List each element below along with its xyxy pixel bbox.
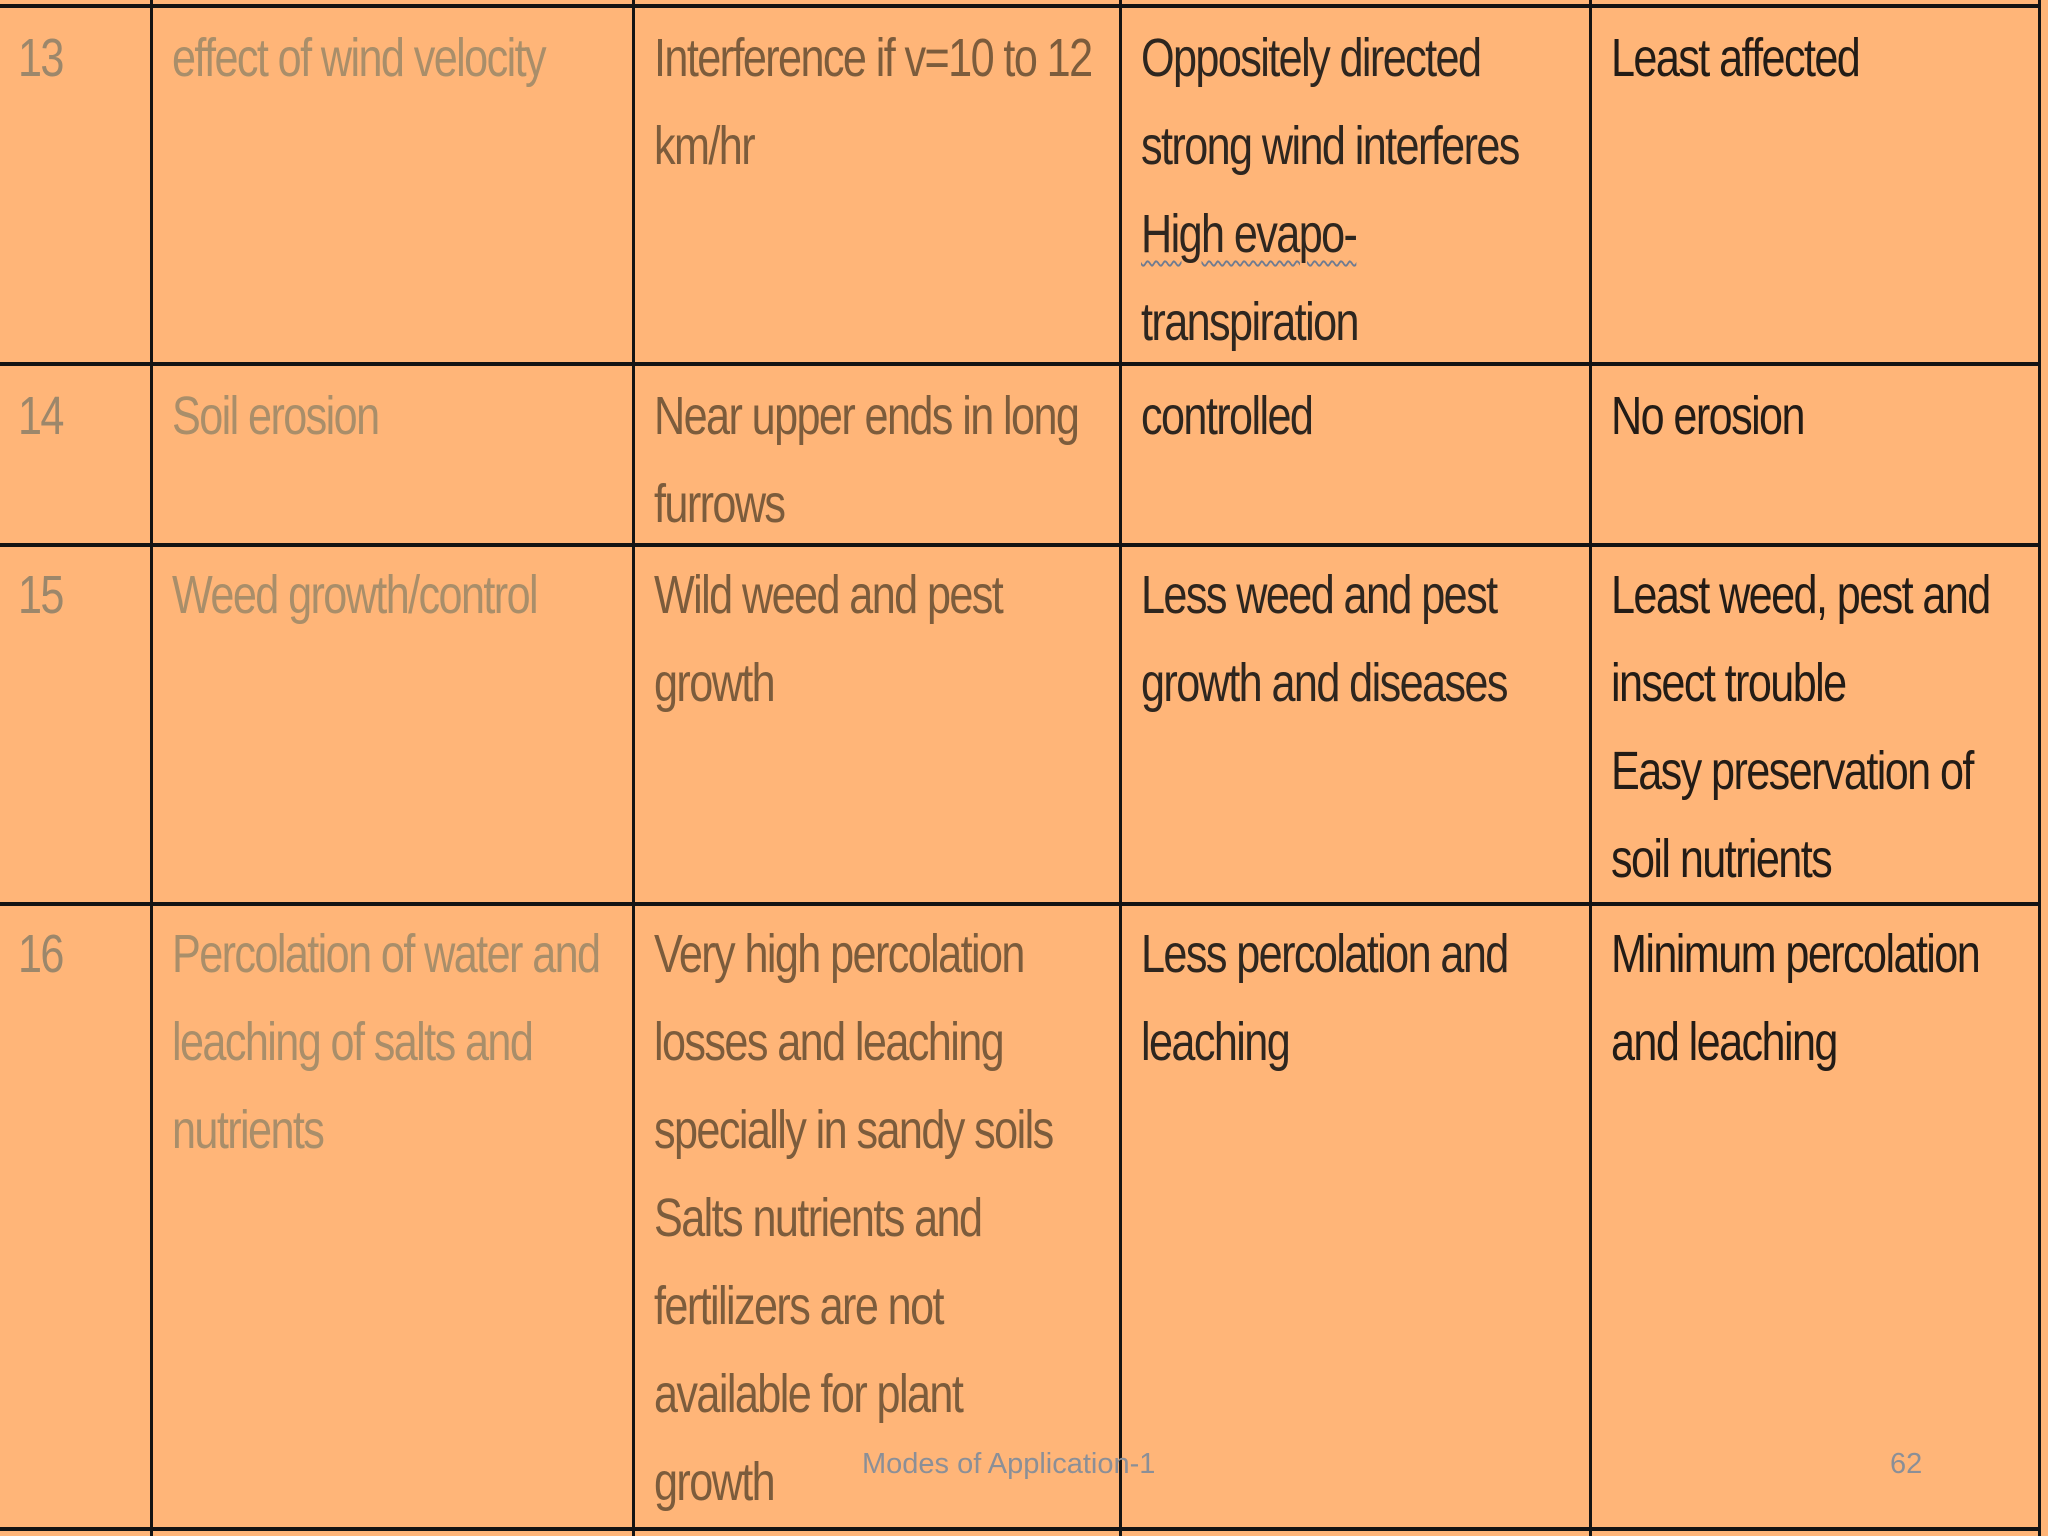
footer-title: Modes of Application-1 bbox=[862, 1448, 1156, 1480]
row-divider-bottom bbox=[0, 1527, 2040, 1531]
text-line: fertilizers are not bbox=[654, 1276, 945, 1336]
text-line: Least affected bbox=[1611, 28, 1861, 88]
row-divider-15-16 bbox=[0, 902, 2040, 906]
text-line: growth bbox=[654, 653, 776, 713]
text-line: controlled bbox=[1141, 386, 1314, 446]
text-line: Soil erosion bbox=[172, 386, 380, 446]
row-14-drip: No erosion bbox=[1611, 372, 1806, 460]
text-line: nutrients bbox=[172, 1100, 325, 1160]
row-divider-top bbox=[0, 4, 2040, 8]
text-line: Less percolation and bbox=[1141, 924, 1509, 984]
row-16-drip: Minimum percolation and leaching bbox=[1611, 910, 1981, 1086]
row-14-serial: 14 bbox=[18, 386, 64, 446]
text-line: Least weed, pest and bbox=[1611, 565, 1991, 625]
row-14-surface: Near upper ends in long furrows bbox=[654, 372, 1080, 548]
text-line: Weed growth/control bbox=[172, 565, 539, 625]
text-line: insect trouble bbox=[1611, 653, 1847, 713]
row-15-serial: 15 bbox=[18, 565, 64, 625]
text-line: growth bbox=[654, 1452, 776, 1512]
row-13-sprinkler: Oppositely directed strong wind interfer… bbox=[1141, 14, 1520, 366]
column-divider-3 bbox=[1119, 0, 1122, 1536]
text-line: No erosion bbox=[1611, 386, 1806, 446]
text-line: Percolation of water and bbox=[172, 924, 601, 984]
text-line: effect of wind velocity bbox=[172, 28, 547, 88]
page-number: 62 bbox=[1890, 1448, 1923, 1480]
row-16-surface: Very high percolation losses and leachin… bbox=[654, 910, 1054, 1526]
text-line: km/hr bbox=[654, 116, 756, 176]
text-line: leaching bbox=[1141, 1012, 1291, 1072]
text-line: Interference if v=10 to 12 bbox=[654, 28, 1093, 88]
column-divider-1 bbox=[150, 0, 153, 1536]
text-line: and leaching bbox=[1611, 1012, 1838, 1072]
column-divider-4 bbox=[1589, 0, 1592, 1536]
row-13-parameter: effect of wind velocity bbox=[172, 14, 547, 102]
row-13-drip: Least affected bbox=[1611, 14, 1861, 102]
row-16-sprinkler: Less percolation and leaching bbox=[1141, 910, 1509, 1086]
text-line: transpiration bbox=[1141, 292, 1360, 352]
row-15-drip: Least weed, pest and insect trouble Easy… bbox=[1611, 551, 1991, 903]
text-line: Less weed and pest bbox=[1141, 565, 1498, 625]
text-line: Minimum percolation bbox=[1611, 924, 1981, 984]
row-divider-14-15 bbox=[0, 543, 2040, 547]
text-line: Near upper ends in long bbox=[654, 386, 1080, 446]
text-line: Salts nutrients and bbox=[654, 1188, 983, 1248]
text-line: Wild weed and pest bbox=[654, 565, 1004, 625]
text-line: furrows bbox=[654, 474, 786, 534]
row-16-serial: 16 bbox=[18, 924, 64, 984]
text-line: soil nutrients bbox=[1611, 829, 1833, 889]
text-line: growth and diseases bbox=[1141, 653, 1508, 713]
row-13-serial: 13 bbox=[18, 28, 64, 88]
row-divider-13-14 bbox=[0, 362, 2040, 366]
row-13-surface: Interference if v=10 to 12 km/hr bbox=[654, 14, 1093, 190]
text-line: losses and leaching bbox=[654, 1012, 1005, 1072]
text-line: specially in sandy soils bbox=[654, 1100, 1054, 1160]
spellcheck-flagged-line: High evapo- bbox=[1141, 204, 1358, 264]
text-line: strong wind interferes bbox=[1141, 116, 1520, 176]
text-line: leaching of salts and bbox=[172, 1012, 534, 1072]
row-15-parameter: Weed growth/control bbox=[172, 551, 539, 639]
row-16-parameter: Percolation of water and leaching of sal… bbox=[172, 910, 601, 1174]
row-14-parameter: Soil erosion bbox=[172, 372, 380, 460]
text-line: Oppositely directed bbox=[1141, 28, 1482, 88]
text-line: Very high percolation bbox=[654, 924, 1025, 984]
text-line: Easy preservation of bbox=[1611, 741, 1974, 801]
row-15-surface: Wild weed and pest growth bbox=[654, 551, 1004, 727]
text-line: available for plant bbox=[654, 1364, 964, 1424]
row-14-sprinkler: controlled bbox=[1141, 372, 1314, 460]
column-divider-right bbox=[2038, 0, 2041, 1536]
column-divider-2 bbox=[632, 0, 635, 1536]
row-15-sprinkler: Less weed and pest growth and diseases bbox=[1141, 551, 1508, 727]
